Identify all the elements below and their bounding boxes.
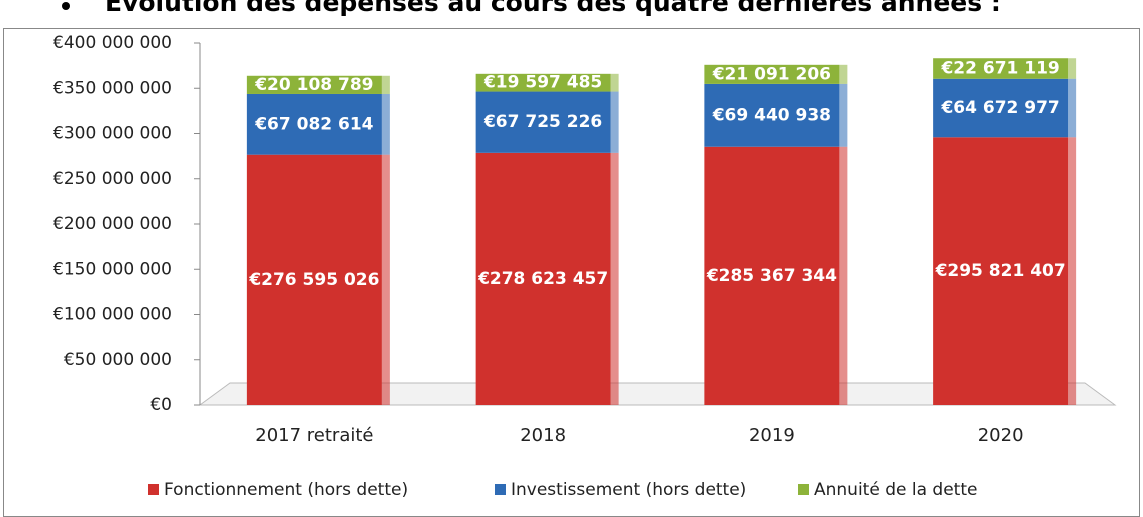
value-label: €285 367 344 xyxy=(706,266,837,286)
bar-segment xyxy=(933,58,1069,79)
y-tick-label: €250 000 000 xyxy=(53,169,172,189)
bar-segment xyxy=(475,73,611,92)
bar-segment xyxy=(475,91,611,153)
value-label: €278 623 457 xyxy=(477,269,608,289)
x-tick-label: 2019 xyxy=(749,425,795,446)
value-label: €276 595 026 xyxy=(248,270,379,290)
legend-label: Fonctionnement (hors dette) xyxy=(164,480,408,500)
x-tick-label: 2018 xyxy=(520,425,566,446)
y-tick-label: €150 000 000 xyxy=(53,259,172,279)
legend-swatch xyxy=(798,484,809,495)
y-tick-label: €50 000 000 xyxy=(64,350,172,370)
bar-side xyxy=(381,93,390,155)
chart-title: Evolution des dépenses au cours des quat… xyxy=(105,0,1001,17)
bar-side xyxy=(381,154,390,405)
y-tick-label: €400 000 000 xyxy=(53,33,172,53)
x-tick-label: 2020 xyxy=(978,425,1024,446)
bar-side xyxy=(610,73,619,92)
value-label: €22 671 119 xyxy=(940,58,1059,78)
x-tick-label: 2017 retraité xyxy=(255,425,373,446)
bar-segment xyxy=(933,78,1069,138)
bar-segment xyxy=(246,93,382,155)
y-tick-label: €300 000 000 xyxy=(53,124,172,144)
bar-side xyxy=(839,64,848,84)
value-label: €19 597 485 xyxy=(483,73,602,93)
legend-swatch xyxy=(495,484,506,495)
bar-segment xyxy=(246,75,382,94)
bar-side xyxy=(381,75,390,94)
bar-segment xyxy=(704,64,840,84)
bar-segment xyxy=(475,152,611,405)
bar-side xyxy=(1068,58,1077,79)
bar-side xyxy=(610,152,619,405)
y-tick-label: €350 000 000 xyxy=(53,78,172,98)
bar-side xyxy=(610,91,619,153)
value-label: €21 091 206 xyxy=(712,64,831,84)
value-label: €295 821 407 xyxy=(935,261,1066,281)
y-tick-label: €200 000 000 xyxy=(53,214,172,234)
bar-segment xyxy=(704,83,840,147)
bullet xyxy=(62,2,70,10)
y-tick-label: €100 000 000 xyxy=(53,305,172,325)
legend-label: Annuité de la dette xyxy=(814,480,977,500)
bar-side xyxy=(1068,137,1077,406)
bar-segment xyxy=(704,146,840,405)
value-label: €64 672 977 xyxy=(940,98,1059,118)
bar-side xyxy=(839,83,848,147)
bar-segment xyxy=(933,137,1069,406)
y-tick-label: €0 xyxy=(150,395,172,415)
bar-side xyxy=(1068,78,1077,138)
legend-label: Investissement (hors dette) xyxy=(511,480,746,500)
bar-segment xyxy=(246,154,382,405)
value-label: €67 725 226 xyxy=(483,112,602,132)
bar-side xyxy=(839,146,848,405)
legend-swatch xyxy=(148,484,159,495)
value-label: €20 108 789 xyxy=(254,75,373,95)
value-label: €67 082 614 xyxy=(254,114,373,134)
value-label: €69 440 938 xyxy=(712,105,831,125)
